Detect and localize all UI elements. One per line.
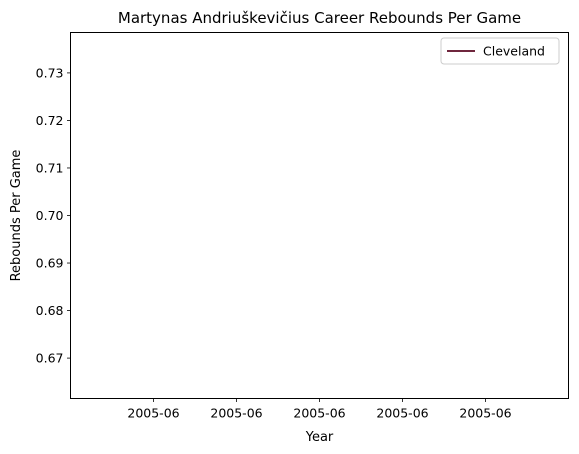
y-tick-label: 0.68 bbox=[36, 303, 64, 318]
y-axis: 0.67 0.68 0.69 0.70 0.71 0.72 0.73 bbox=[36, 65, 71, 366]
x-axis-label: Year bbox=[305, 430, 334, 445]
legend: Cleveland bbox=[440, 37, 560, 65]
x-tick-label: 2005-06 bbox=[210, 406, 262, 421]
y-tick-label: 0.70 bbox=[36, 208, 64, 223]
chart-title: Martynas Andriuškevičius Career Rebounds… bbox=[118, 9, 521, 27]
y-tick-label: 0.71 bbox=[36, 160, 64, 175]
legend-label: Cleveland bbox=[483, 44, 545, 59]
legend-box bbox=[440, 37, 560, 65]
y-tick-label: 0.72 bbox=[36, 113, 64, 128]
y-tick-label: 0.73 bbox=[36, 65, 64, 80]
x-tick-label: 2005-06 bbox=[459, 406, 511, 421]
y-tick-label: 0.67 bbox=[36, 351, 64, 366]
x-tick-label: 2005-06 bbox=[376, 406, 428, 421]
x-axis: 2005-06 2005-06 2005-06 2005-06 2005-06 bbox=[127, 398, 512, 421]
x-tick-label: 2005-06 bbox=[293, 406, 345, 421]
x-tick-label: 2005-06 bbox=[127, 406, 179, 421]
y-tick-label: 0.69 bbox=[36, 256, 64, 271]
y-axis-label: Rebounds Per Game bbox=[9, 150, 24, 282]
